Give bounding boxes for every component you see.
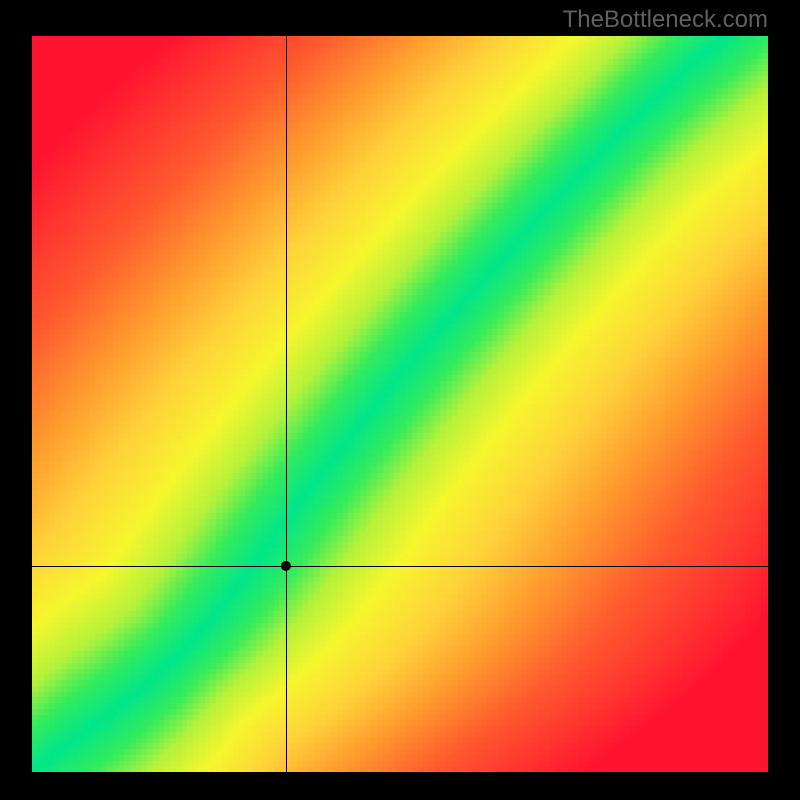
bottleneck-heatmap: [32, 36, 768, 772]
chart-container: TheBottleneck.com: [0, 0, 800, 800]
watermark-label: TheBottleneck.com: [563, 6, 768, 34]
